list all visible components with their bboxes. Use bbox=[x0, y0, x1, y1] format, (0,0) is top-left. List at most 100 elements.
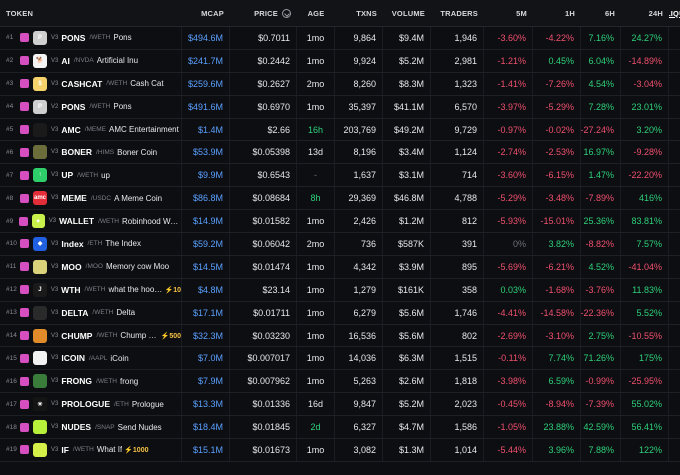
pin-icon[interactable] bbox=[20, 445, 29, 455]
pin-icon[interactable] bbox=[20, 239, 29, 249]
txns-value: 9,924 bbox=[353, 55, 376, 66]
change-24h-value: 5.52% bbox=[636, 307, 662, 318]
change-24h-cell: -22.20% bbox=[621, 164, 669, 187]
volume-value: $1.2M bbox=[398, 216, 424, 227]
volume-cell: $2.6M bbox=[383, 370, 431, 393]
table-row[interactable]: #10 ◆ V3 Index/ETH The Index $59.2M $0.06042 2m… bbox=[0, 233, 680, 256]
table-row[interactable]: #11 V3 MOO/MOO Memory cow Moo $14.5M $0.01474… bbox=[0, 255, 680, 279]
table-row[interactable]: #12 J V3 WTH/WETH what the hook? ⚡10 $4.8M $23.… bbox=[0, 278, 680, 302]
col-6h[interactable]: 6H bbox=[581, 0, 621, 26]
table-row[interactable]: #13 V3 DELTA/WETH Delta $17.1M $0.01711 1mo 6,2… bbox=[0, 301, 680, 325]
table-row[interactable]: #3 $ V3 CASHCAT/WETH Cash Cat $259.6M $0.2627 2… bbox=[0, 72, 680, 96]
col-24h[interactable]: 24H bbox=[621, 0, 669, 26]
pin-icon[interactable] bbox=[19, 285, 29, 295]
change-1h-cell: -3.48% bbox=[533, 187, 581, 210]
table-row[interactable]: #14 V3 CHUMP/WETH Chump Co ⚡500 $32.3M $0.0323… bbox=[0, 324, 680, 348]
pin-icon[interactable] bbox=[20, 56, 29, 66]
table-row[interactable]: #4 P V2 PONS/WETH Pons $491.6M $0.6970 1mo 35,39… bbox=[0, 95, 680, 119]
token-symbol: CHUMP bbox=[61, 330, 93, 341]
table-row[interactable]: #2 🐕 V3 AI/NVDA Artificial Inu $241.7M $0.2442… bbox=[0, 49, 680, 73]
change-6h-value: -0.99% bbox=[585, 376, 614, 387]
col-1h[interactable]: 1H bbox=[533, 0, 581, 26]
token-symbol: PONS bbox=[61, 32, 86, 43]
price-value: $2.66 bbox=[267, 124, 290, 135]
table-row[interactable]: #8 amc V3 MEME/USDC A Meme Coin $86.8M $0.0868… bbox=[0, 187, 680, 211]
txns-cell: 9,864 bbox=[335, 27, 383, 49]
token-cell: #15 V3 ICOIN/AAPL iCoin bbox=[0, 347, 182, 370]
mcap-value: $18.4M bbox=[192, 422, 223, 433]
col-5m[interactable]: 5M bbox=[484, 0, 533, 26]
volume-value: $5.2M bbox=[398, 55, 424, 66]
volume-cell: $8.3M bbox=[383, 72, 431, 95]
token-name: Cash Cat bbox=[130, 79, 164, 89]
change-24h-cell: 416% bbox=[621, 187, 669, 210]
pin-icon[interactable] bbox=[19, 331, 29, 341]
table-row[interactable]: #15 V3 ICOIN/AAPL iCoin $7.0M $0.007017 1mo 14,… bbox=[0, 347, 680, 371]
mcap-cell: $494.6M bbox=[182, 27, 230, 49]
table-row[interactable]: #5 V3 AMC/MEME AMC Entertainment $1.4M $2.66 1… bbox=[0, 118, 680, 142]
change-6h-value: 4.54% bbox=[588, 78, 614, 89]
pin-icon[interactable] bbox=[20, 79, 29, 89]
table-row[interactable]: #6 V3 BONER/HIMS Boner Coin $53.9M $0.05398 13… bbox=[0, 141, 680, 165]
col-age[interactable]: AGE bbox=[297, 0, 335, 26]
change-24h-value: -10.55% bbox=[628, 330, 662, 341]
mcap-cell: $9.9M bbox=[182, 164, 230, 187]
age-value: 1mo bbox=[306, 444, 325, 455]
traders-value: 812 bbox=[461, 216, 477, 227]
pin-icon[interactable] bbox=[20, 422, 29, 432]
token-logo-icon bbox=[33, 145, 47, 160]
liquidity-cell: $774K bbox=[669, 347, 680, 369]
pin-icon[interactable] bbox=[20, 376, 29, 386]
table-row[interactable]: #17 ✳ V3 PROLOGUE/ETH Prologue $13.3M $0.01336… bbox=[0, 393, 680, 417]
pin-icon[interactable] bbox=[20, 353, 29, 363]
pin-icon[interactable] bbox=[19, 216, 28, 226]
traders-cell: 4,788 bbox=[431, 187, 484, 210]
change-6h-cell: -8.82% bbox=[581, 233, 621, 255]
price-cell: $0.007962 bbox=[230, 370, 297, 393]
token-logo-icon: ✳ bbox=[33, 397, 47, 412]
col-txns[interactable]: TXNS bbox=[335, 0, 383, 26]
token-symbol: BONER bbox=[61, 147, 93, 158]
price-toggle-icon[interactable] bbox=[282, 8, 291, 18]
dex-version: V3 bbox=[51, 57, 59, 64]
dex-version: V3 bbox=[51, 355, 59, 362]
col-traders[interactable]: TRADERS bbox=[431, 0, 484, 26]
pin-icon[interactable] bbox=[20, 125, 29, 134]
table-header: TOKEN MCAP PRICE AGE TXNS VOLUME TRADERS… bbox=[0, 0, 680, 27]
traders-value: 391 bbox=[461, 238, 477, 249]
table-row[interactable]: #18 V3 NUDES/SNAP Send Nudes $18.4M $0.01845 2… bbox=[0, 416, 680, 440]
price-cell: $0.03230 bbox=[230, 324, 297, 347]
col-token[interactable]: TOKEN bbox=[0, 0, 182, 26]
change-6h-value: 1.47% bbox=[588, 170, 614, 181]
pin-icon[interactable] bbox=[20, 170, 29, 180]
table-row[interactable]: #1 P V3 PONS/WETH Pons $494.6M $0.7011 1mo 9,864… bbox=[0, 27, 680, 50]
change-5m-cell: -3.60% bbox=[484, 164, 533, 187]
col-price[interactable]: PRICE bbox=[230, 0, 297, 26]
token-pair: /HIMS bbox=[96, 148, 115, 156]
table-row[interactable]: #16 V3 FRONG/WETH frong $7.9M $0.007962 1mo 5,2… bbox=[0, 370, 680, 394]
table-row[interactable]: #9 ✦ V3 WALLET/WETH Robinhood Walle $14.9M $0.… bbox=[0, 210, 680, 234]
pin-icon[interactable] bbox=[20, 147, 29, 157]
rank-label: #7 bbox=[6, 171, 14, 179]
pin-icon[interactable] bbox=[20, 399, 29, 409]
pin-icon[interactable] bbox=[20, 193, 29, 203]
pin-icon[interactable] bbox=[20, 308, 29, 318]
table-row[interactable]: #19 V3 IF/WETH What If ⚡1000 $15.1M $0.01673 1m… bbox=[0, 439, 680, 462]
token-name: Memory cow Moo bbox=[106, 262, 170, 272]
change-5m-cell: -1.41% bbox=[484, 72, 533, 95]
table-row[interactable]: #7 ↑ V3 UP/WETH up $9.9M $0.6543 - 1,637 $3.1M 714… bbox=[0, 164, 680, 188]
col-mcap[interactable]: MCAP bbox=[182, 0, 230, 26]
pin-icon[interactable] bbox=[20, 262, 29, 272]
pin-icon[interactable] bbox=[20, 102, 29, 112]
col-liquidity[interactable]: LIQUIDITY▼ bbox=[669, 0, 680, 26]
traders-cell: 2,981 bbox=[431, 49, 484, 72]
rank-label: #10 bbox=[6, 240, 17, 248]
mcap-value: $1.4M bbox=[197, 124, 223, 135]
col-volume[interactable]: VOLUME bbox=[383, 0, 431, 26]
token-cell: #4 P V2 PONS/WETH Pons bbox=[0, 95, 182, 118]
change-5m-value: -3.97% bbox=[497, 101, 526, 112]
change-5m-value: -1.05% bbox=[497, 422, 526, 433]
pin-icon[interactable] bbox=[20, 33, 29, 43]
change-24h-cell: 24.27% bbox=[621, 27, 669, 49]
mcap-cell: $7.9M bbox=[182, 370, 230, 393]
